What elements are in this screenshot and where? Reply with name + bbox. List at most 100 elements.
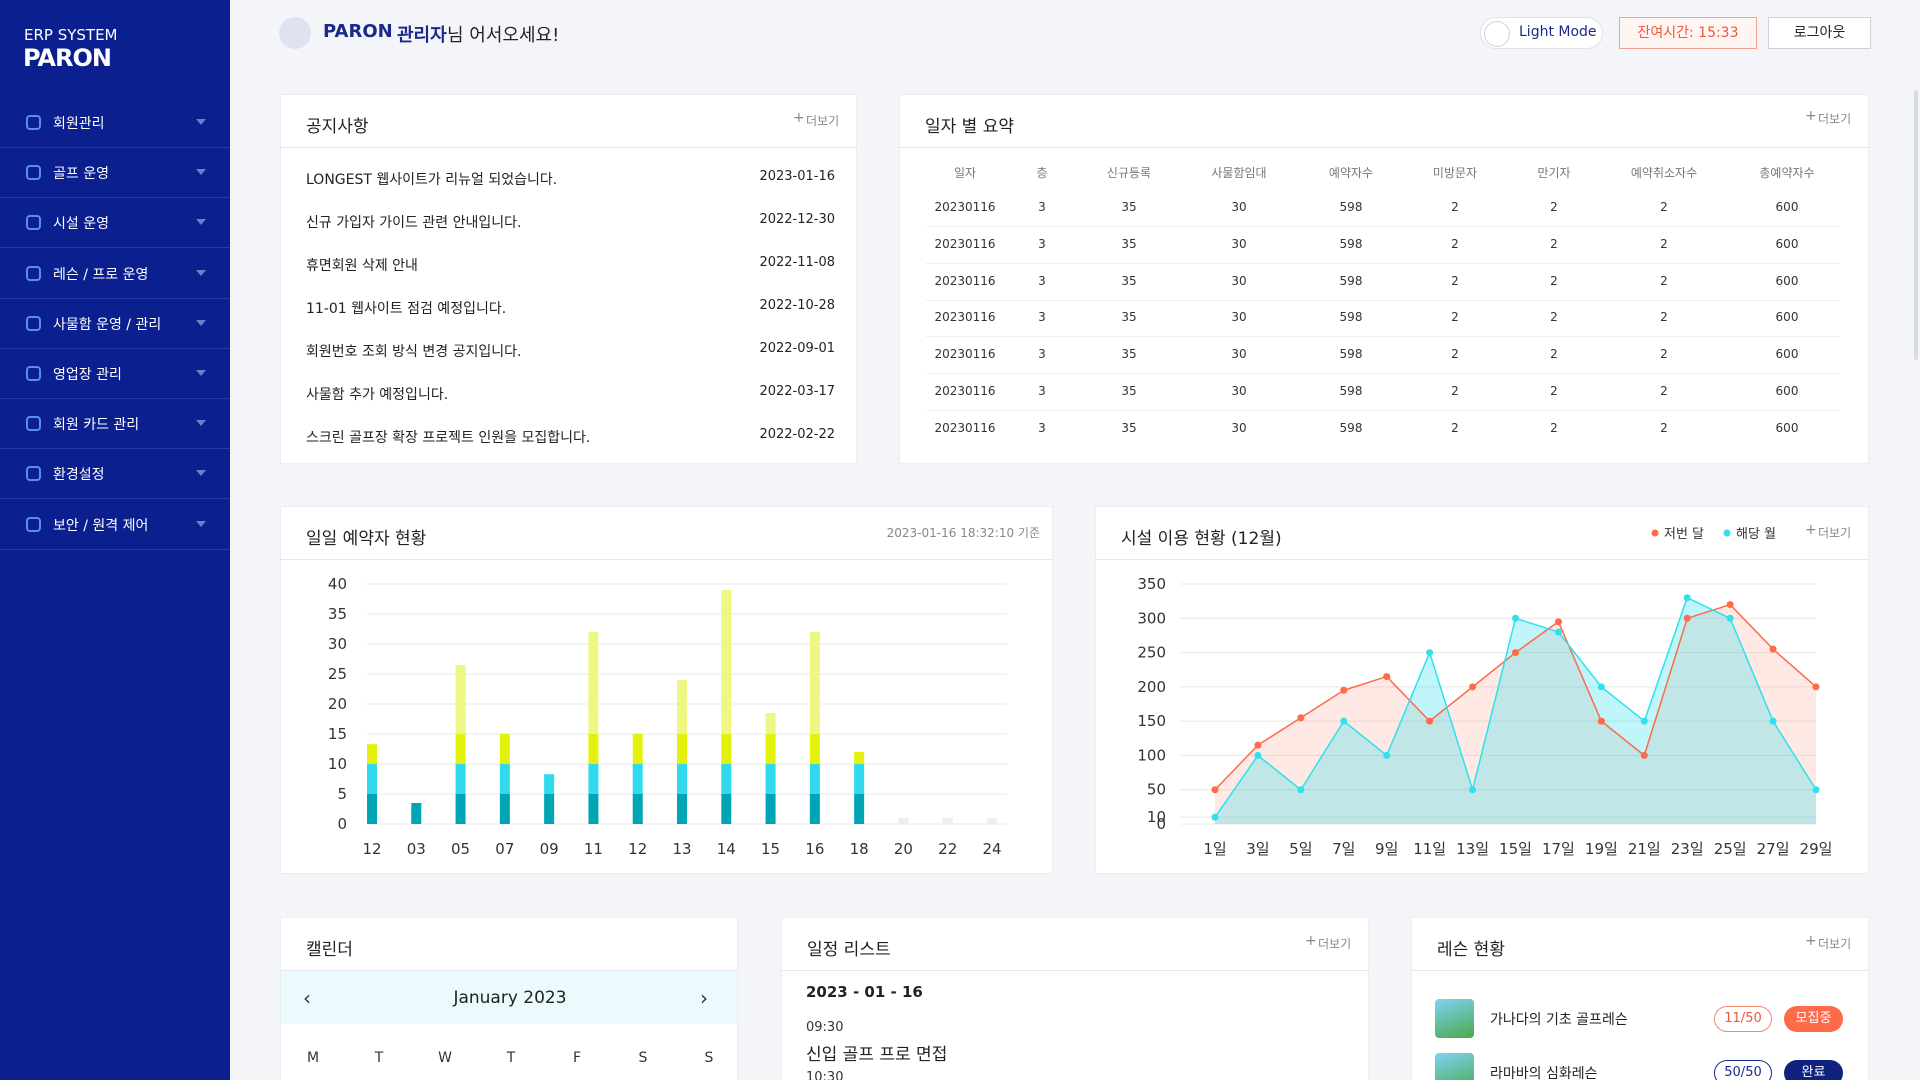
table-cell: 20230116	[934, 347, 996, 362]
menu-icon	[26, 466, 41, 482]
notice-text[interactable]: 11-01 웹사이트 점검 예정입니다.	[306, 301, 507, 317]
prev-month[interactable]: ‹	[303, 986, 311, 1010]
table-cell: 3	[1038, 310, 1046, 325]
card-divider	[1095, 559, 1869, 560]
notice-text[interactable]: 휴면회원 삭제 안내	[306, 258, 418, 274]
card-title: 레슨 현황	[1437, 940, 1505, 960]
card-divider	[280, 559, 1053, 560]
table-cell: 598	[1339, 236, 1363, 251]
table-cell: 3	[1038, 236, 1046, 251]
lesson-card	[1411, 917, 1869, 1080]
notice-text[interactable]: 스크린 골프장 확장 프로젝트 인원을 모집합니다.	[306, 430, 591, 446]
row-divider	[926, 336, 1840, 338]
more-plus[interactable]: +	[793, 110, 805, 126]
card-title: 공지사항	[306, 117, 369, 137]
table-cell: 35	[1121, 236, 1137, 251]
month-label: January 2023	[453, 988, 567, 1008]
table-cell: 600	[1775, 347, 1799, 362]
mode-toggle[interactable]: Light Mode	[1480, 17, 1603, 49]
row-divider	[926, 299, 1840, 301]
table-header: 사물함임대	[1211, 166, 1267, 180]
schedule-event[interactable]: 신입 골프 프로 면접	[806, 1045, 948, 1065]
lesson-thumb	[1435, 999, 1474, 1038]
row-divider	[926, 373, 1840, 375]
table-cell: 20230116	[934, 310, 996, 325]
menu-caret	[196, 520, 206, 527]
schedule-time: 10:30	[806, 1070, 844, 1080]
more-link[interactable]: 더보기	[1318, 937, 1352, 951]
lesson-name[interactable]: 가나다의 기초 골프레슨	[1490, 1012, 1628, 1028]
daily-card	[280, 506, 1053, 874]
menu-item[interactable]	[0, 198, 230, 249]
more-link[interactable]: 더보기	[1818, 526, 1852, 540]
notice-text[interactable]: LONGEST 웹사이트가 리뉴얼 되었습니다.	[306, 172, 558, 188]
menu-item[interactable]	[0, 98, 230, 148]
table-header: 예약자수	[1328, 166, 1374, 180]
table-cell: 35	[1121, 310, 1137, 325]
menu-caret	[196, 319, 206, 326]
table-cell: 35	[1121, 384, 1137, 398]
menu-caret	[196, 169, 206, 176]
more-link[interactable]: 더보기	[806, 114, 840, 128]
lesson-name[interactable]: 라마바의 심화레슨	[1490, 1066, 1598, 1080]
menu-item[interactable]	[0, 299, 230, 349]
weekday: F	[572, 1050, 582, 1066]
more-plus[interactable]: +	[1805, 108, 1817, 124]
table-cell: 2	[1550, 347, 1558, 362]
table-cell: 35	[1121, 347, 1137, 362]
notice-text[interactable]: 사물함 추가 예정입니다.	[306, 387, 449, 403]
timestamp: 2023-01-16 18:32:10 기준	[886, 526, 1040, 540]
user-role: 관리자	[397, 25, 447, 46]
table-cell: 3	[1038, 273, 1046, 288]
more-link[interactable]: 더보기	[1818, 937, 1852, 951]
more-link[interactable]: 더보기	[1818, 112, 1852, 126]
weekday: S	[704, 1050, 714, 1066]
menu-item[interactable]	[0, 500, 230, 550]
avatar	[279, 17, 311, 49]
table-cell: 600	[1775, 310, 1799, 325]
card-title: 캘린더	[306, 940, 353, 960]
table-header: 미방문자	[1432, 166, 1478, 180]
menu-label: 사물함 운영 / 관리	[53, 316, 162, 333]
summary-card	[899, 94, 1869, 464]
timer: 잔여시간: 15:33	[1619, 17, 1757, 49]
table-cell: 598	[1339, 273, 1363, 288]
more-plus[interactable]: +	[1805, 933, 1817, 949]
menu-icon	[26, 165, 41, 181]
menu-item[interactable]	[0, 148, 230, 199]
notice-date: 2023-01-16	[759, 169, 835, 184]
calendar-nav	[281, 971, 737, 1024]
facility-card	[1095, 506, 1869, 874]
menu-icon	[26, 366, 41, 381]
lesson-count: 50/50	[1714, 1060, 1772, 1080]
table-cell: 2	[1660, 310, 1668, 325]
more-plus[interactable]: +	[1805, 522, 1817, 538]
notice-date: 2022-03-17	[759, 384, 835, 399]
menu-item[interactable]	[0, 449, 230, 500]
menu-icon	[26, 265, 41, 281]
lesson-count: 11/50	[1714, 1006, 1772, 1032]
card-divider	[1411, 970, 1869, 971]
card-title: 일자 별 요약	[925, 117, 1015, 137]
table-cell: 2	[1451, 384, 1459, 398]
table-cell: 598	[1339, 420, 1363, 435]
card-title: 일정 리스트	[807, 940, 891, 960]
notice-text[interactable]: 회원번호 조회 방식 변경 공지입니다.	[306, 344, 522, 360]
menu-item[interactable]	[0, 249, 230, 299]
notice-text[interactable]: 신규 가입자 가이드 관련 안내입니다.	[306, 215, 522, 231]
table-cell: 600	[1775, 420, 1799, 435]
next-month[interactable]: ›	[700, 986, 708, 1010]
menu-item[interactable]	[0, 349, 230, 399]
card-divider	[280, 970, 738, 971]
table-cell: 600	[1775, 236, 1799, 251]
logout-button[interactable]: 로그아웃	[1768, 17, 1871, 49]
table-header: 일자	[953, 166, 977, 180]
greeting: 님 어서오세요!	[447, 25, 560, 46]
more-plus[interactable]: +	[1305, 933, 1317, 949]
notice-card	[280, 94, 857, 464]
table-cell: 30	[1231, 236, 1247, 251]
table-cell: 2	[1660, 347, 1668, 362]
weekday: W	[438, 1050, 452, 1066]
menu-item[interactable]	[0, 399, 230, 450]
mode-label: Light Mode	[1519, 24, 1597, 40]
